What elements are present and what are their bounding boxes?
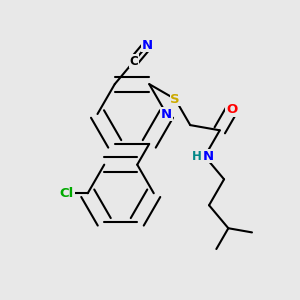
Text: H: H (192, 150, 202, 163)
Text: N: N (161, 107, 172, 121)
Text: S: S (170, 93, 180, 106)
Text: Cl: Cl (60, 187, 74, 200)
Text: N: N (203, 150, 214, 163)
Text: O: O (226, 103, 237, 116)
Text: C: C (130, 55, 138, 68)
Text: N: N (142, 39, 153, 52)
